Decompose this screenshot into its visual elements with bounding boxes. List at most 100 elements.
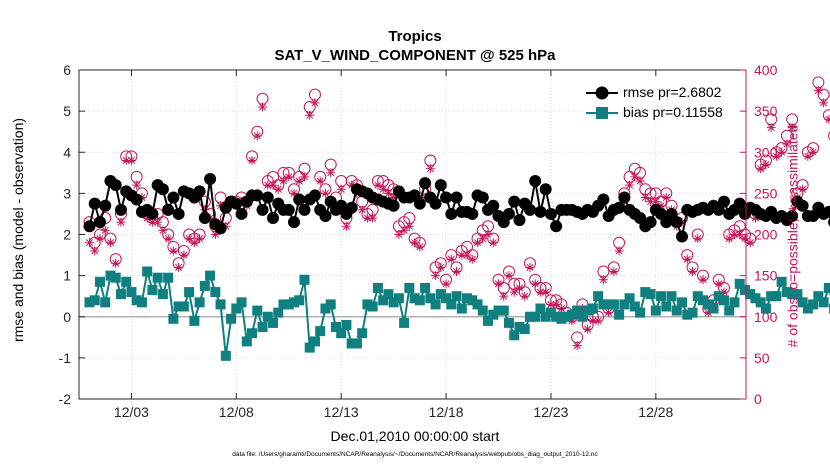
obs-assimilated-marker	[546, 299, 556, 309]
obs-assimilated-marker	[132, 180, 142, 190]
asterisk-stroke	[505, 272, 513, 280]
obs-assimilated-marker	[798, 184, 808, 194]
asterisk-stroke	[772, 152, 780, 160]
legend: rmse pr=2.6802 bias pr=0.11558	[583, 80, 737, 124]
obs-assimilated-marker	[541, 287, 551, 297]
bias-marker	[105, 270, 116, 281]
rmse-marker	[319, 209, 332, 222]
obs-assimilated-marker	[698, 275, 708, 285]
obs-assimilated-marker	[693, 234, 703, 244]
obs-assimilated-marker	[100, 225, 110, 235]
rmse-marker	[534, 205, 547, 218]
bias-marker	[367, 301, 378, 312]
bias-marker	[551, 311, 562, 322]
asterisk-stroke	[510, 288, 518, 296]
x-tick-label: 12/13	[324, 404, 359, 420]
asterisk-stroke	[626, 181, 634, 189]
asterisk-stroke	[348, 181, 356, 189]
asterisk-stroke	[437, 263, 445, 271]
bias-marker	[241, 336, 252, 347]
obs-assimilated-marker	[583, 324, 593, 334]
rmse-marker	[114, 203, 127, 216]
asterisk-stroke	[778, 148, 786, 156]
rmse-marker	[550, 220, 563, 233]
asterisk-stroke	[175, 263, 183, 271]
bias-marker	[252, 305, 263, 316]
obs-assimilated-marker	[808, 147, 818, 157]
obs-assimilated-marker	[336, 184, 346, 194]
rmse-marker	[419, 177, 432, 190]
asterisk-stroke	[337, 185, 345, 193]
obs-assimilated-marker	[294, 176, 304, 186]
bias-marker	[566, 309, 577, 320]
obs-assimilated-marker	[189, 238, 199, 248]
asterisk-stroke	[85, 239, 94, 247]
obs-assimilated-marker	[279, 176, 289, 186]
obs-assimilated-marker	[735, 230, 745, 239]
x-tick-label: 12/28	[638, 404, 673, 420]
y-left-tick-label: 3	[63, 185, 71, 201]
asterisk-stroke	[699, 276, 707, 284]
bias-marker	[650, 305, 661, 316]
asterisk-stroke	[300, 173, 309, 181]
asterisk-stroke	[285, 173, 293, 181]
bias-marker	[456, 303, 467, 314]
asterisk-stroke	[536, 288, 545, 296]
rmse-marker	[508, 195, 521, 208]
asterisk-stroke	[400, 226, 408, 234]
asterisk-stroke	[374, 181, 382, 189]
obs-assimilated-marker	[116, 217, 126, 227]
obs-assimilated-marker	[635, 176, 645, 186]
asterisk-stroke	[599, 276, 607, 284]
asterisk-stroke	[804, 152, 812, 160]
rmse-marker	[261, 191, 274, 204]
obs-assimilated-marker	[604, 308, 614, 318]
obs-assimilated-marker	[787, 123, 797, 133]
x-tick-label: 12/03	[114, 404, 149, 420]
bias-marker	[682, 309, 693, 320]
rmse-marker	[476, 191, 489, 204]
bias-marker	[535, 303, 546, 314]
asterisk-stroke	[746, 239, 754, 247]
rmse-marker	[523, 203, 536, 216]
rmse-marker	[445, 207, 458, 220]
asterisk-stroke	[112, 259, 120, 267]
obs-assimilated-marker	[452, 267, 462, 277]
rmse-marker	[387, 199, 400, 212]
obs-assimilated-marker	[378, 184, 388, 194]
bias-marker	[645, 289, 656, 300]
bias-marker	[89, 295, 100, 306]
rmse-marker	[717, 195, 730, 208]
rmse-marker	[204, 172, 217, 185]
rmse-marker	[613, 201, 626, 214]
bias-marker	[446, 299, 457, 310]
asterisk-stroke	[473, 239, 482, 247]
asterisk-stroke	[311, 99, 319, 107]
rmse-marker	[513, 214, 526, 227]
obs-assimilated-marker	[824, 114, 830, 124]
bias-marker	[713, 291, 724, 302]
asterisk-stroke	[489, 239, 497, 247]
asterisk-stroke	[405, 222, 413, 230]
bias-marker	[210, 287, 221, 298]
obs-assimilated-marker	[688, 267, 698, 277]
bias-marker	[572, 305, 583, 316]
obs-assimilated-marker	[703, 308, 713, 318]
asterisk-stroke	[683, 255, 691, 263]
asterisk-stroke	[447, 255, 455, 263]
bias-marker	[409, 293, 420, 304]
bias-marker	[189, 315, 200, 326]
asterisk-stroke	[358, 206, 366, 214]
obs-assimilated-marker	[247, 155, 257, 165]
legend-label-rmse: rmse pr=2.6802	[623, 84, 722, 100]
asterisk-stroke	[799, 185, 807, 193]
bias-marker	[493, 305, 504, 316]
asterisk-stroke	[327, 169, 335, 177]
chart-subtitle: SAT_V_WIND_COMPONENT @ 525 hPa	[274, 47, 556, 64]
bias-marker	[357, 328, 368, 339]
bias-marker	[288, 297, 299, 308]
asterisk-stroke	[91, 247, 99, 255]
bias-marker	[115, 289, 126, 300]
x-tick-label: 12/08	[219, 404, 254, 420]
